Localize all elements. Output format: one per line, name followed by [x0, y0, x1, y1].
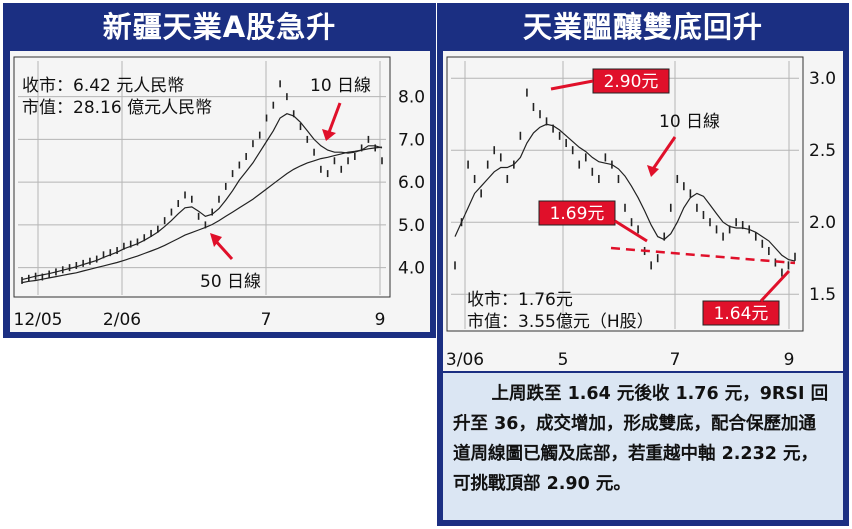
y-tick-label: 4.0: [398, 259, 425, 279]
left-ma10-arrowhead: [322, 129, 336, 141]
left-info: 收市：6.42 元人民幣 市值：28.16 億元人民幣: [22, 75, 212, 119]
right-info: 收市：1.76元 市值：3.55億元（H股）: [467, 289, 654, 333]
right-panel: 天業醞釀雙底回升 1.5 2.0 2.5 3.0 3/06 5 7 9 10 日線 2.90元 1.…: [437, 3, 849, 526]
y-tick-label: 3.0: [809, 69, 836, 89]
right-ma10-label: 10 日線: [659, 112, 720, 132]
y-tick-label: 7.0: [398, 130, 425, 150]
right-info-close: 收市：1.76元: [467, 290, 573, 310]
x-tick-label: 2/06: [103, 310, 141, 330]
left-info-close: 收市：6.42 元人民幣: [22, 76, 185, 96]
right-chart-title: 天業醞釀雙底回升: [522, 10, 763, 44]
left-ma50-arrowhead: [210, 233, 222, 247]
callout-low2-box: [702, 300, 780, 326]
x-tick-label: 7: [670, 350, 681, 370]
y-tick-label: 6.0: [398, 173, 425, 193]
x-tick-label: 7: [261, 310, 272, 330]
right-info-cap: 市值：3.55億元（H股）: [467, 312, 654, 332]
x-tick-label: 5: [558, 350, 569, 370]
x-tick-label: 3/06: [446, 350, 484, 370]
callout-low1-arrow: [614, 219, 648, 243]
left-chart-title: 新疆天業A股急升: [102, 10, 337, 44]
support-trendline: [610, 246, 796, 265]
callout-high-box: [592, 68, 670, 94]
callout-high-arrow: [550, 79, 594, 91]
x-tick-label: 9: [784, 350, 795, 370]
plot-frame: [13, 56, 391, 298]
ma-line-2: [21, 146, 383, 284]
left-panel: 新疆天業A股急升 4.0 5.0 6.0 7.0 8.0 12/05 2/06 7 9 10 日線…: [3, 3, 436, 338]
ma-line-1: [454, 123, 796, 262]
callout-low1-label: 1.69元: [550, 204, 605, 224]
left-ma50-label: 50 日線: [200, 272, 261, 292]
x-tick-label: 12/05: [14, 310, 63, 330]
y-tick-label: 2.5: [809, 141, 836, 161]
right-chart: 1.5 2.0 2.5 3.0 3/06 5 7 9 10 日線 2.90元 1.69元 1.64元 …: [443, 51, 843, 371]
left-chart-svg: 4.0 5.0 6.0 7.0 8.0 12/05 2/06 7 9 10 日線 50 日線: [13, 56, 425, 330]
right-ma10-arrowhead: [647, 165, 659, 177]
ma-line-1: [21, 113, 383, 281]
callout-low2-arrow: [759, 269, 791, 303]
callout-high-label: 2.90元: [604, 72, 659, 92]
right-ma10-arrow: [651, 136, 677, 170]
y-tick-label: 8.0: [398, 88, 425, 108]
y-tick-label: 5.0: [398, 216, 425, 236]
comment-text: 上周跌至 1.64 元後收 1.76 元，9RSI 回升至 36，成交增加，形成…: [453, 384, 829, 494]
callout-low2-label: 1.64元: [714, 304, 769, 324]
left-chart: 4.0 5.0 6.0 7.0 8.0 12/05 2/06 7 9 10 日線 50 日線 收市：…: [10, 51, 430, 332]
right-chart-svg: 1.5 2.0 2.5 3.0 3/06 5 7 9 10 日線2.90元 1.69元 1.64元: [446, 56, 836, 370]
comment-box: 上周跌至 1.64 元後收 1.76 元，9RSI 回升至 36，成交增加，形成…: [443, 373, 843, 520]
left-info-cap: 市值：28.16 億元人民幣: [22, 98, 213, 118]
left-ma10-label: 10 日線: [310, 76, 371, 96]
y-tick-label: 2.0: [809, 213, 836, 233]
callout-low1-box: [538, 200, 616, 226]
plot-frame: [446, 56, 804, 332]
y-tick-label: 1.5: [809, 285, 836, 305]
left-ma10-arrow: [326, 102, 342, 136]
x-tick-label: 9: [375, 310, 386, 330]
